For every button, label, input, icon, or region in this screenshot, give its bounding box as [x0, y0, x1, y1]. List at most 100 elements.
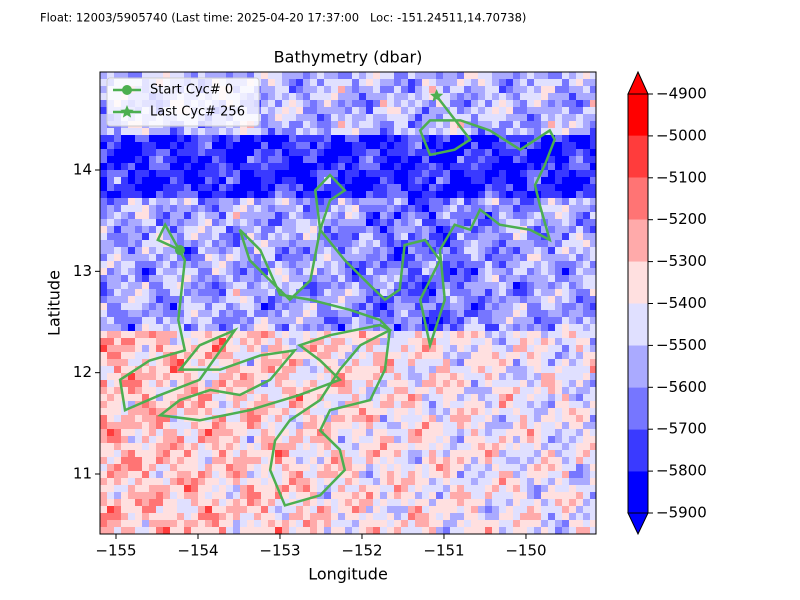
bathymetry-cell [366, 247, 374, 255]
bathymetry-cell [170, 184, 178, 192]
bathymetry-cell [247, 303, 255, 311]
bathymetry-cell [247, 464, 255, 472]
bathymetry-cell [282, 149, 290, 157]
bathymetry-cell [408, 492, 416, 500]
bathymetry-cell [247, 485, 255, 493]
bathymetry-cell [443, 254, 451, 262]
bathymetry-cell [275, 219, 283, 227]
bathymetry-cell [471, 233, 479, 241]
bathymetry-cell [233, 527, 241, 534]
bathymetry-cell [233, 184, 241, 192]
bathymetry-cell [282, 296, 290, 304]
bathymetry-cell [149, 163, 157, 171]
bathymetry-cell [324, 72, 332, 80]
bathymetry-cell [527, 177, 535, 185]
bathymetry-cell [275, 324, 283, 332]
y-tick-label: 12 [73, 363, 92, 381]
bathymetry-cell [555, 163, 563, 171]
bathymetry-cell [541, 324, 549, 332]
bathymetry-cell [534, 471, 542, 479]
bathymetry-cell [548, 72, 556, 80]
bathymetry-cell [205, 205, 213, 213]
bathymetry-cell [310, 471, 318, 479]
bathymetry-cell [296, 184, 304, 192]
bathymetry-cell [401, 310, 409, 318]
bathymetry-cell [380, 394, 388, 402]
bathymetry-cell [191, 443, 199, 451]
bathymetry-cell [275, 247, 283, 255]
bathymetry-cell [527, 142, 535, 150]
bathymetry-cell [275, 121, 283, 129]
bathymetry-cell [121, 415, 129, 423]
bathymetry-cell [233, 289, 241, 297]
bathymetry-cell [590, 191, 596, 199]
bathymetry-cell [520, 289, 528, 297]
bathymetry-cell [107, 394, 115, 402]
bathymetry-cell [492, 275, 500, 283]
bathymetry-cell [408, 282, 416, 290]
bathymetry-cell [590, 254, 596, 262]
bathymetry-cell [471, 408, 479, 416]
bathymetry-cell [506, 247, 514, 255]
bathymetry-cell [569, 261, 577, 269]
bathymetry-cell [387, 261, 395, 269]
bathymetry-cell [296, 464, 304, 472]
bathymetry-cell [296, 86, 304, 94]
bathymetry-cell [590, 86, 596, 94]
bathymetry-cell [163, 415, 171, 423]
bathymetry-cell [177, 471, 185, 479]
bathymetry-cell [254, 233, 262, 241]
bathymetry-cell [114, 268, 122, 276]
bathymetry-cell [247, 352, 255, 360]
bathymetry-cell [485, 184, 493, 192]
bathymetry-cell [541, 513, 549, 521]
bathymetry-cell [590, 163, 596, 171]
bathymetry-cell [590, 464, 596, 472]
bathymetry-cell [261, 366, 269, 374]
bathymetry-cell [380, 184, 388, 192]
bathymetry-cell [387, 156, 395, 164]
bathymetry-cell [562, 205, 570, 213]
bathymetry-cell [331, 191, 339, 199]
bathymetry-cell [583, 506, 591, 514]
bathymetry-cell [303, 275, 311, 283]
bathymetry-cell [191, 72, 199, 80]
bathymetry-cell [205, 527, 213, 534]
bathymetry-cell [254, 485, 262, 493]
bathymetry-cell [163, 394, 171, 402]
bathymetry-cell [513, 352, 521, 360]
bathymetry-cell [576, 310, 584, 318]
bathymetry-cell [436, 429, 444, 437]
bathymetry-cell [128, 380, 136, 388]
bathymetry-cell [254, 387, 262, 395]
bathymetry-cell [492, 163, 500, 171]
bathymetry-cell [590, 100, 596, 108]
bathymetry-cell [359, 450, 367, 458]
bathymetry-cell [142, 268, 150, 276]
bathymetry-cell [534, 289, 542, 297]
bathymetry-cell [478, 198, 486, 206]
bathymetry-cell [219, 205, 227, 213]
bathymetry-cell [569, 100, 577, 108]
bathymetry-cell [352, 296, 360, 304]
bathymetry-cell [436, 233, 444, 241]
bathymetry-cell [373, 135, 381, 143]
bathymetry-cell [198, 324, 206, 332]
bathymetry-cell [212, 128, 220, 136]
bathymetry-cell [450, 387, 458, 395]
bathymetry-cell [478, 247, 486, 255]
bathymetry-cell [212, 72, 220, 80]
bathymetry-cell [205, 345, 213, 353]
bathymetry-cell [408, 394, 416, 402]
bathymetry-cell [121, 282, 129, 290]
bathymetry-cell [128, 478, 136, 486]
bathymetry-cell [268, 72, 276, 80]
bathymetry-cell [422, 338, 430, 346]
bathymetry-cell [471, 359, 479, 367]
bathymetry-cell [422, 135, 430, 143]
bathymetry-cell [555, 205, 563, 213]
bathymetry-cell [590, 317, 596, 325]
bathymetry-cell [520, 429, 528, 437]
bathymetry-cell [282, 184, 290, 192]
bathymetry-cell [240, 394, 248, 402]
